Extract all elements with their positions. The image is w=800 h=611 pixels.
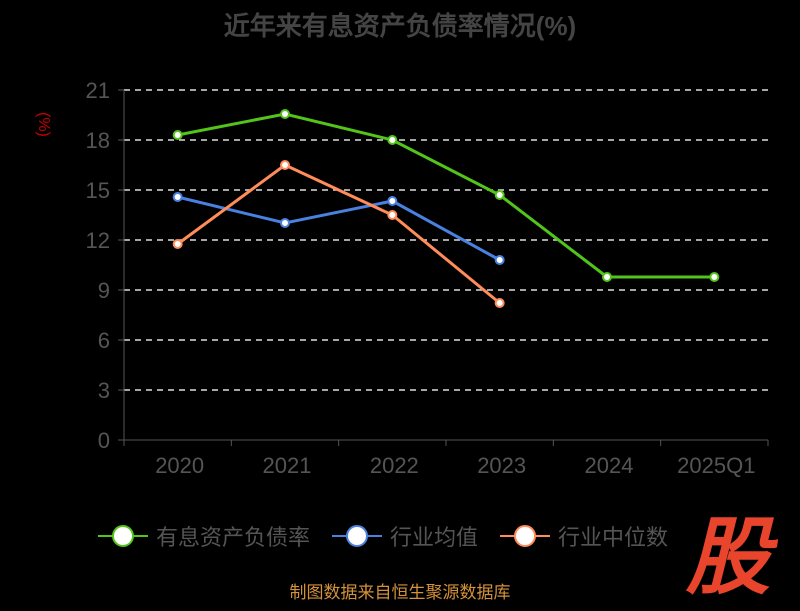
- legend-label: 有息资产负债率: [156, 525, 311, 550]
- legend-marker-icon: [98, 525, 148, 547]
- x-tick-label: 2025Q1: [677, 453, 755, 478]
- series-line: [176, 163, 501, 305]
- data-point: [280, 218, 290, 228]
- series-line: [177, 195, 501, 262]
- data-point: [387, 196, 398, 206]
- watermark-logo: 股: [686, 510, 771, 604]
- x-tick-label: 2022: [370, 453, 419, 478]
- data-point: [494, 190, 505, 200]
- legend-marker-icon: [500, 525, 551, 547]
- data-point: [172, 130, 183, 140]
- data-point: [280, 160, 290, 170]
- series-line: [177, 112, 715, 279]
- data-point: [387, 135, 398, 145]
- legend-item[interactable]: 有息资产负债率: [98, 520, 310, 552]
- y-tick-label: 6: [98, 328, 110, 353]
- legend-item[interactable]: 行业均值: [332, 520, 478, 552]
- legend-marker-icon: [332, 525, 383, 547]
- legend-label: 行业中位数: [558, 525, 669, 550]
- y-tick-label: 0: [98, 428, 110, 453]
- data-point: [709, 272, 720, 282]
- data-point: [172, 192, 183, 202]
- chart-title: 近年来有息资产负债率情况(%): [223, 11, 577, 41]
- legend-item[interactable]: 行业中位数: [500, 520, 668, 552]
- legend-label: 行业均值: [390, 525, 479, 550]
- x-tick-label: 2021: [263, 453, 312, 478]
- data-point: [172, 239, 183, 249]
- y-tick-label: 12: [86, 228, 110, 253]
- data-point: [387, 210, 398, 220]
- y-tick-label: 15: [86, 178, 110, 203]
- data-point: [602, 272, 612, 282]
- y-tick-label: 21: [86, 78, 110, 103]
- source-note: 制图数据来自恒生聚源数据库: [289, 583, 511, 602]
- x-tick-label: 2024: [585, 453, 634, 478]
- data-point: [280, 109, 290, 119]
- x-tick-label: 2020: [155, 453, 204, 478]
- legend: 有息资产负债率 行业均值 行业中位数: [98, 520, 668, 552]
- y-tick-label: 9: [98, 278, 110, 303]
- y-tick-label: 3: [98, 378, 110, 403]
- x-tick-label: 2023: [477, 453, 526, 478]
- data-point: [494, 298, 505, 308]
- y-tick-label: 18: [86, 128, 110, 153]
- data-point: [494, 255, 505, 265]
